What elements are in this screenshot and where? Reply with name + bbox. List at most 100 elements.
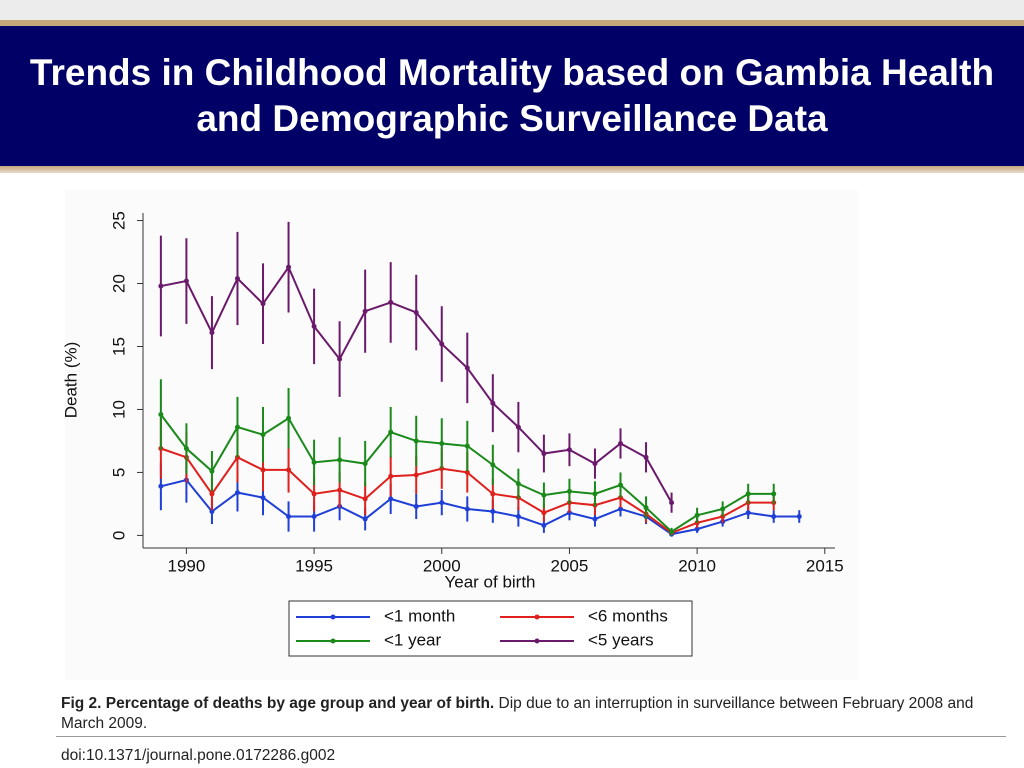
data-point [209, 330, 215, 336]
data-point [413, 472, 419, 478]
data-point [771, 491, 777, 497]
y-tick-label: 20 [109, 274, 128, 293]
data-point [183, 278, 189, 284]
data-point [541, 492, 547, 498]
legend-marker [534, 614, 540, 620]
legend-label: <1 month [384, 606, 455, 625]
data-point [234, 275, 240, 281]
data-point [209, 491, 215, 497]
data-point [464, 469, 470, 475]
chart-panel [65, 190, 858, 680]
x-tick-label: 2015 [806, 556, 844, 575]
data-point [669, 529, 675, 535]
data-point [771, 514, 777, 520]
data-point [439, 341, 445, 347]
data-point [388, 473, 394, 479]
x-axis-title: Year of birth [444, 572, 535, 591]
data-point [592, 516, 598, 522]
data-point [286, 514, 292, 520]
data-point [362, 461, 368, 467]
caption-heading: Fig 2. Percentage of deaths by age group… [61, 695, 495, 712]
data-point [618, 482, 624, 488]
data-point [541, 451, 547, 457]
data-point [745, 491, 751, 497]
caption: Fig 2. Percentage of deaths by age group… [61, 694, 981, 734]
data-point [566, 488, 572, 494]
x-tick-label: 2010 [678, 556, 716, 575]
data-point [541, 510, 547, 516]
y-tick-label: 10 [109, 400, 128, 419]
x-tick-label: 1990 [167, 556, 205, 575]
data-point [362, 308, 368, 314]
data-point [541, 522, 547, 528]
y-axis-title: Death (%) [61, 342, 80, 419]
data-point [311, 514, 317, 520]
rule [56, 736, 1006, 737]
data-point [439, 500, 445, 506]
doi: doi:10.1371/journal.pone.0172286.g002 [61, 747, 336, 764]
legend-label: <5 years [588, 630, 654, 649]
data-point [260, 495, 266, 501]
data-point [388, 299, 394, 305]
data-point [643, 454, 649, 460]
data-point [515, 424, 521, 430]
data-point [694, 526, 700, 532]
data-point [796, 514, 802, 520]
data-point [362, 496, 368, 502]
legend-box [288, 600, 693, 657]
y-tick-label: 0 [109, 531, 128, 540]
y-tick-label: 5 [109, 468, 128, 477]
data-point [337, 457, 343, 463]
data-point [183, 446, 189, 452]
data-point [592, 491, 598, 497]
data-point [720, 506, 726, 512]
data-point [158, 283, 164, 289]
data-point [158, 412, 164, 418]
x-tick-label: 2000 [423, 556, 461, 575]
data-point [260, 432, 266, 438]
data-point [592, 461, 598, 467]
chart: Year of birth Death (%) 0 5 10 15 20 25 1990 19… [61, 190, 858, 680]
data-point [643, 505, 649, 511]
data-point [618, 506, 624, 512]
data-point [362, 516, 368, 522]
data-point [618, 440, 624, 446]
series-line [160, 478, 800, 536]
data-point [311, 491, 317, 497]
y-tick-label: 15 [109, 337, 128, 356]
data-point [311, 459, 317, 465]
data-point [286, 467, 292, 473]
data-point [490, 462, 496, 468]
legend-label: <6 months [588, 606, 668, 625]
data-point [234, 490, 240, 496]
data-point [311, 323, 317, 329]
data-point [515, 514, 521, 520]
data-point [234, 424, 240, 430]
data-point [413, 438, 419, 444]
legend-marker [330, 614, 336, 620]
x-tick-label: 1995 [295, 556, 333, 575]
data-point [745, 510, 751, 516]
data-point [490, 508, 496, 514]
data-point [413, 503, 419, 509]
data-point [260, 301, 266, 307]
data-point [209, 508, 215, 514]
legend-marker [534, 638, 540, 644]
data-point [669, 500, 675, 506]
data-point [490, 491, 496, 497]
data-point [286, 415, 292, 421]
data-point [464, 365, 470, 371]
data-point [209, 468, 215, 474]
data-point [464, 506, 470, 512]
data-point [439, 440, 445, 446]
caption-text: Dip due to an interruption in surveillan… [61, 695, 974, 732]
divider [0, 166, 1024, 173]
data-point [260, 467, 266, 473]
data-point [337, 356, 343, 362]
legend-label: <1 year [384, 630, 442, 649]
data-point [158, 483, 164, 489]
data-point [388, 496, 394, 502]
data-point [337, 487, 343, 493]
divider [0, 20, 1024, 26]
